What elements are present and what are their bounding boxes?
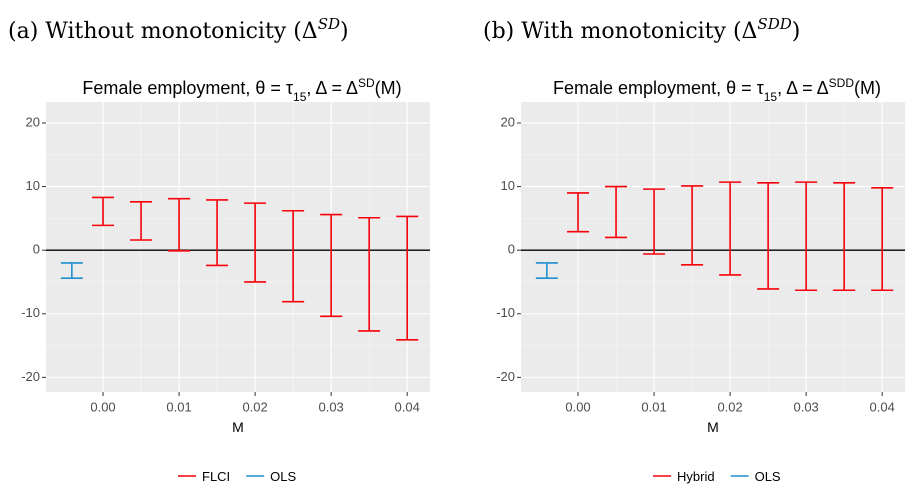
title-part: (M): [854, 78, 881, 98]
caption-part: ): [340, 19, 349, 44]
y-tick-label: 0: [33, 242, 40, 257]
legend-label: FLCI: [202, 469, 230, 484]
x-tick-label: 0.03: [793, 399, 818, 414]
error-bar: [681, 185, 704, 266]
x-tick-label: 0.04: [870, 399, 895, 414]
error-bar: [757, 181, 780, 290]
y-tick-label: -10: [496, 305, 515, 320]
x-tick-label: 0.00: [90, 399, 115, 414]
legend-label: Hybrid: [677, 469, 715, 484]
error-bar: [643, 188, 666, 255]
title-part: Female employment, θ = τ: [553, 78, 764, 98]
title-part: 15: [764, 90, 778, 104]
caption-part: (b) With monotonicity (Δ: [483, 19, 757, 44]
caption-part: (a) Without monotonicity (Δ: [8, 19, 318, 44]
x-tick-label: 0.03: [318, 399, 343, 414]
error-bar: [92, 196, 115, 227]
y-tick-label: -20: [21, 369, 40, 384]
error-bar: [130, 201, 153, 241]
plot-panel: [46, 102, 430, 392]
x-tick-label: 0.00: [565, 399, 590, 414]
error-bar: [567, 192, 590, 233]
y-tick-label: 0: [508, 242, 515, 257]
chart-title: Female employment, θ = τ15, Δ = ΔSD(M): [82, 76, 401, 104]
error-bar: [282, 209, 305, 303]
title-part: , Δ = Δ: [306, 78, 358, 98]
y-tick-label: 10: [26, 178, 40, 193]
error-bar: [244, 202, 267, 283]
y-tick-label: 10: [501, 178, 515, 193]
title-part: SD: [358, 76, 375, 90]
legend-label: OLS: [270, 469, 296, 484]
panel-caption: (b) With monotonicity (ΔSDD): [483, 15, 800, 44]
error-bar: [396, 215, 419, 341]
title-part: SDD: [829, 76, 855, 90]
title-part: , Δ = Δ: [777, 78, 829, 98]
plot-panel: [521, 102, 905, 392]
y-tick-label: -10: [21, 305, 40, 320]
error-bar: [320, 213, 343, 318]
caption-part: ): [792, 19, 801, 44]
error-bar: [206, 199, 229, 267]
caption-part: SD: [318, 15, 340, 33]
x-tick-label: 0.01: [641, 399, 666, 414]
error-bar: [535, 262, 558, 279]
x-axis-label: M: [707, 419, 719, 435]
x-tick-label: 0.02: [717, 399, 742, 414]
error-bar: [719, 181, 742, 276]
caption-part: SDD: [757, 15, 791, 33]
error-bar: [833, 181, 856, 292]
error-bar: [871, 187, 894, 292]
y-tick-label: 20: [501, 114, 515, 129]
x-tick-label: 0.01: [166, 399, 191, 414]
x-axis-label: M: [232, 419, 244, 435]
x-tick-label: 0.02: [242, 399, 267, 414]
title-part: (M): [375, 78, 402, 98]
y-tick-label: 20: [26, 114, 40, 129]
title-part: Female employment, θ = τ: [82, 78, 293, 98]
panel-caption: (a) Without monotonicity (ΔSD): [8, 15, 349, 44]
chart-title: Female employment, θ = τ15, Δ = ΔSDD(M): [553, 76, 881, 104]
y-tick-label: -20: [496, 369, 515, 384]
error-bar: [60, 262, 83, 279]
x-tick-label: 0.04: [395, 399, 420, 414]
error-bar: [795, 181, 818, 292]
title-part: 15: [293, 90, 307, 104]
error-bar: [358, 216, 381, 332]
error-bar: [605, 185, 628, 239]
legend-label: OLS: [755, 469, 781, 484]
error-bar: [168, 197, 191, 252]
